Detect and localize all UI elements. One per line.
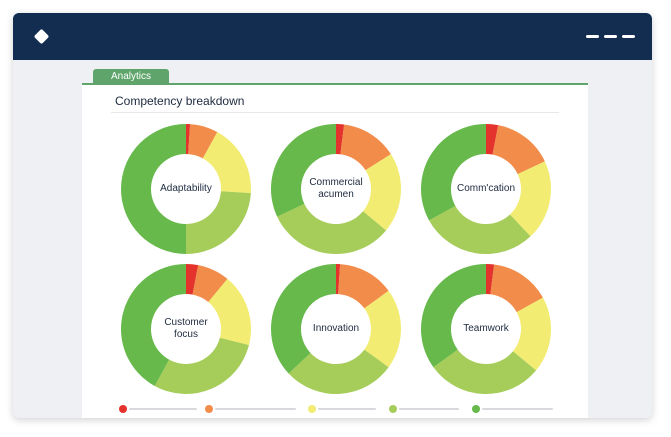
- donut-chart[interactable]: Customer focus: [121, 264, 251, 394]
- donut-segment-green[interactable]: [271, 124, 336, 217]
- legend-line: [215, 408, 296, 410]
- donut-segment-red[interactable]: [336, 124, 345, 155]
- donut-segment-yellow[interactable]: [364, 290, 401, 368]
- donut-segment-red[interactable]: [486, 124, 499, 155]
- donut-segment-green[interactable]: [121, 124, 186, 254]
- donut-segment-yellow[interactable]: [208, 278, 251, 346]
- donut-segment-yellow[interactable]: [512, 297, 551, 371]
- donut-segment-orange[interactable]: [492, 125, 545, 175]
- donut-segment-yellow[interactable]: [509, 161, 551, 237]
- legend-dot: [389, 405, 397, 413]
- donut-segment-red[interactable]: [186, 124, 191, 155]
- legend-dot: [119, 405, 127, 413]
- legend-dot: [205, 405, 213, 413]
- donut-segment-red[interactable]: [336, 264, 341, 295]
- donut-svg: [271, 264, 401, 394]
- donut-segment-orange[interactable]: [192, 265, 228, 303]
- donut-segment-yellow[interactable]: [202, 132, 251, 194]
- donut-segment-red[interactable]: [186, 264, 199, 295]
- donut-chart[interactable]: Teamwork: [421, 264, 551, 394]
- menu-dash-icon[interactable]: [586, 35, 599, 38]
- menu-dash-icon[interactable]: [604, 35, 617, 38]
- donut-segment-light-green[interactable]: [288, 349, 389, 394]
- donut-segment-green[interactable]: [121, 264, 186, 386]
- donut-segment-orange[interactable]: [340, 124, 391, 171]
- app-logo-icon[interactable]: [33, 28, 50, 45]
- title-bar: [13, 13, 652, 60]
- app-window: Analytics Competency breakdown Adaptabil…: [13, 13, 652, 418]
- legend-line: [318, 408, 376, 410]
- legend-dot: [308, 405, 316, 413]
- section-title: Competency breakdown: [115, 94, 245, 108]
- donut-segment-green[interactable]: [421, 124, 486, 221]
- legend-line: [129, 408, 197, 410]
- donut-chart[interactable]: Commercial acumen: [271, 124, 401, 254]
- tab-analytics[interactable]: Analytics: [93, 69, 169, 84]
- menu-dash-icon[interactable]: [622, 35, 635, 38]
- donut-segment-orange[interactable]: [188, 124, 218, 159]
- donut-chart[interactable]: Innovation: [271, 264, 401, 394]
- donut-svg: [421, 124, 551, 254]
- tab-underline: [82, 83, 588, 85]
- donut-segment-green[interactable]: [271, 264, 336, 374]
- donut-segment-yellow[interactable]: [362, 154, 401, 231]
- legend-dot: [472, 405, 480, 413]
- donut-segment-green[interactable]: [421, 264, 486, 368]
- donut-segment-light-green[interactable]: [429, 205, 531, 254]
- donut-segment-light-green[interactable]: [277, 203, 387, 254]
- donut-svg: [121, 124, 251, 254]
- donut-segment-light-green[interactable]: [433, 349, 537, 394]
- donut-segment-orange[interactable]: [338, 264, 389, 309]
- legend-line: [399, 408, 459, 410]
- donut-segment-light-green[interactable]: [186, 191, 251, 254]
- donut-svg: [121, 264, 251, 394]
- legend-line: [482, 408, 553, 410]
- donut-chart[interactable]: Adaptability: [121, 124, 251, 254]
- donut-segment-orange[interactable]: [490, 264, 543, 313]
- donut-segment-red[interactable]: [486, 264, 495, 295]
- donut-chart[interactable]: Comm'cation: [421, 124, 551, 254]
- section-divider: [111, 112, 559, 113]
- donut-svg: [271, 124, 401, 254]
- donut-svg: [421, 264, 551, 394]
- donut-segment-light-green[interactable]: [154, 337, 249, 394]
